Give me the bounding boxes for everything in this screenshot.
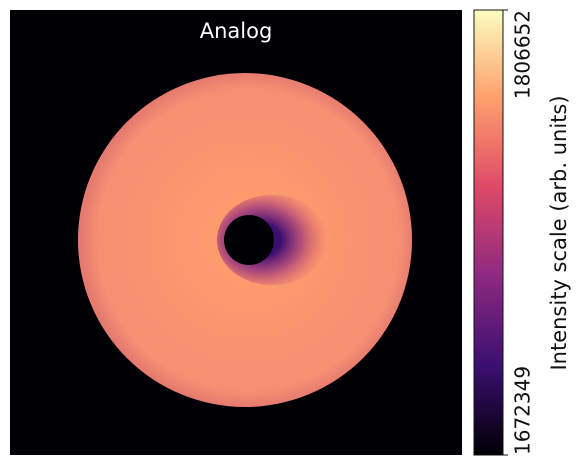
colorbar-tick-label: 1806652 <box>511 10 535 99</box>
colorbar-label: Intensity scale (arb. units) <box>547 95 571 370</box>
colorbar <box>474 10 503 455</box>
chart: Analog Intensity scale (arb. units) 1672… <box>0 0 581 464</box>
colorbar-tick-label: 1672349 <box>511 366 535 455</box>
chart-title: Analog <box>200 19 273 43</box>
hole <box>224 215 274 265</box>
page: Analog Intensity scale (arb. units) 1672… <box>0 0 581 464</box>
